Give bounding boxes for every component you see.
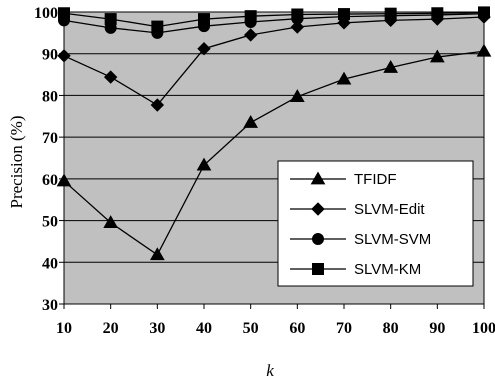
- x-tick-label: 70: [336, 320, 352, 337]
- x-tick-label: 10: [56, 320, 72, 337]
- data-point-slvm-edit: [290, 20, 305, 34]
- legend-marker-slvm-edit: [311, 202, 325, 216]
- y-tick-label: 100: [34, 5, 58, 22]
- y-tick-label: 60: [42, 172, 58, 189]
- data-point-slvm-km: [338, 8, 350, 21]
- x-tick-label: 100: [472, 320, 495, 337]
- series-line-tfidf: [63, 50, 485, 256]
- data-point-tfidf: [336, 71, 352, 85]
- data-point-slvm-edit: [57, 49, 71, 63]
- legend-entry-slvm-km: SLVM-KM: [290, 261, 421, 278]
- data-point-slvm-km: [198, 13, 210, 26]
- legend-marker-slvm-svm: [312, 233, 324, 245]
- legend-entry-slvm-svm: SLVM-SVM: [290, 231, 431, 248]
- x-tick-label: 90: [429, 320, 445, 337]
- data-point-tfidf: [56, 173, 72, 187]
- data-point-tfidf: [383, 59, 399, 73]
- legend: TFIDF SLVM-Edit SLVM-SVM SLVM-KM: [277, 160, 474, 287]
- data-point-tfidf: [103, 215, 119, 229]
- x-tick-label: 60: [289, 320, 305, 337]
- data-point-slvm-km: [58, 7, 70, 20]
- x-tick-label: 50: [243, 320, 259, 337]
- data-point-tfidf: [476, 43, 492, 57]
- data-point-tfidf: [429, 49, 445, 63]
- x-tick-label: 30: [149, 320, 165, 337]
- series-slvm-km: [58, 6, 490, 33]
- data-point-slvm-edit: [103, 70, 118, 84]
- x-tick-label: 20: [103, 320, 119, 337]
- data-point-tfidf: [289, 89, 305, 103]
- legend-label: SLVM-KM: [354, 261, 421, 278]
- y-tick-label: 50: [42, 214, 58, 231]
- legend-box: [277, 160, 474, 287]
- data-point-tfidf: [243, 115, 259, 128]
- legend-marker-tfidf: [310, 171, 326, 185]
- legend-marker-slvm-km: [312, 263, 324, 275]
- y-tick-label: 70: [42, 130, 58, 147]
- series-line-slvm-edit: [63, 16, 485, 106]
- data-point-slvm-edit: [150, 98, 165, 112]
- y-tick-label: 40: [42, 255, 58, 272]
- tick-labels: 30 40 50 60 70 80 90 100 10 20 30 40 50 60 70 80 90 100: [34, 5, 495, 337]
- data-point-slvm-km: [151, 20, 164, 33]
- legend-entry-tfidf: TFIDF: [290, 171, 397, 188]
- legend-label: SLVM-Edit: [354, 201, 425, 218]
- series-line-slvm-svm: [63, 13, 485, 34]
- data-point-slvm-km: [244, 10, 257, 23]
- data-point-tfidf: [196, 157, 212, 171]
- y-tick-label: 80: [42, 88, 58, 105]
- data-point-slvm-km: [384, 7, 397, 20]
- x-axis-title: k: [266, 361, 274, 380]
- data-point-slvm-km: [478, 6, 490, 19]
- data-point-slvm-km: [291, 8, 304, 21]
- y-tick-label: 90: [42, 47, 58, 64]
- legend-entry-slvm-edit: SLVM-Edit: [290, 201, 425, 218]
- x-tick-label: 80: [383, 320, 399, 337]
- data-point-slvm-edit: [197, 42, 211, 56]
- y-tick-label: 30: [42, 297, 58, 314]
- y-axis-title: Precision (%): [7, 115, 26, 208]
- legend-label: TFIDF: [354, 171, 397, 188]
- series-tfidf: [56, 43, 492, 261]
- data-point-slvm-edit: [243, 28, 258, 42]
- legend-label: SLVM-SVM: [354, 231, 431, 248]
- series-layer: [56, 6, 492, 261]
- series-line-slvm-km: [63, 11, 485, 28]
- data-point-slvm-km: [104, 13, 117, 26]
- data-point-slvm-km: [431, 7, 444, 20]
- x-tick-label: 40: [196, 320, 212, 337]
- data-point-tfidf: [149, 247, 165, 261]
